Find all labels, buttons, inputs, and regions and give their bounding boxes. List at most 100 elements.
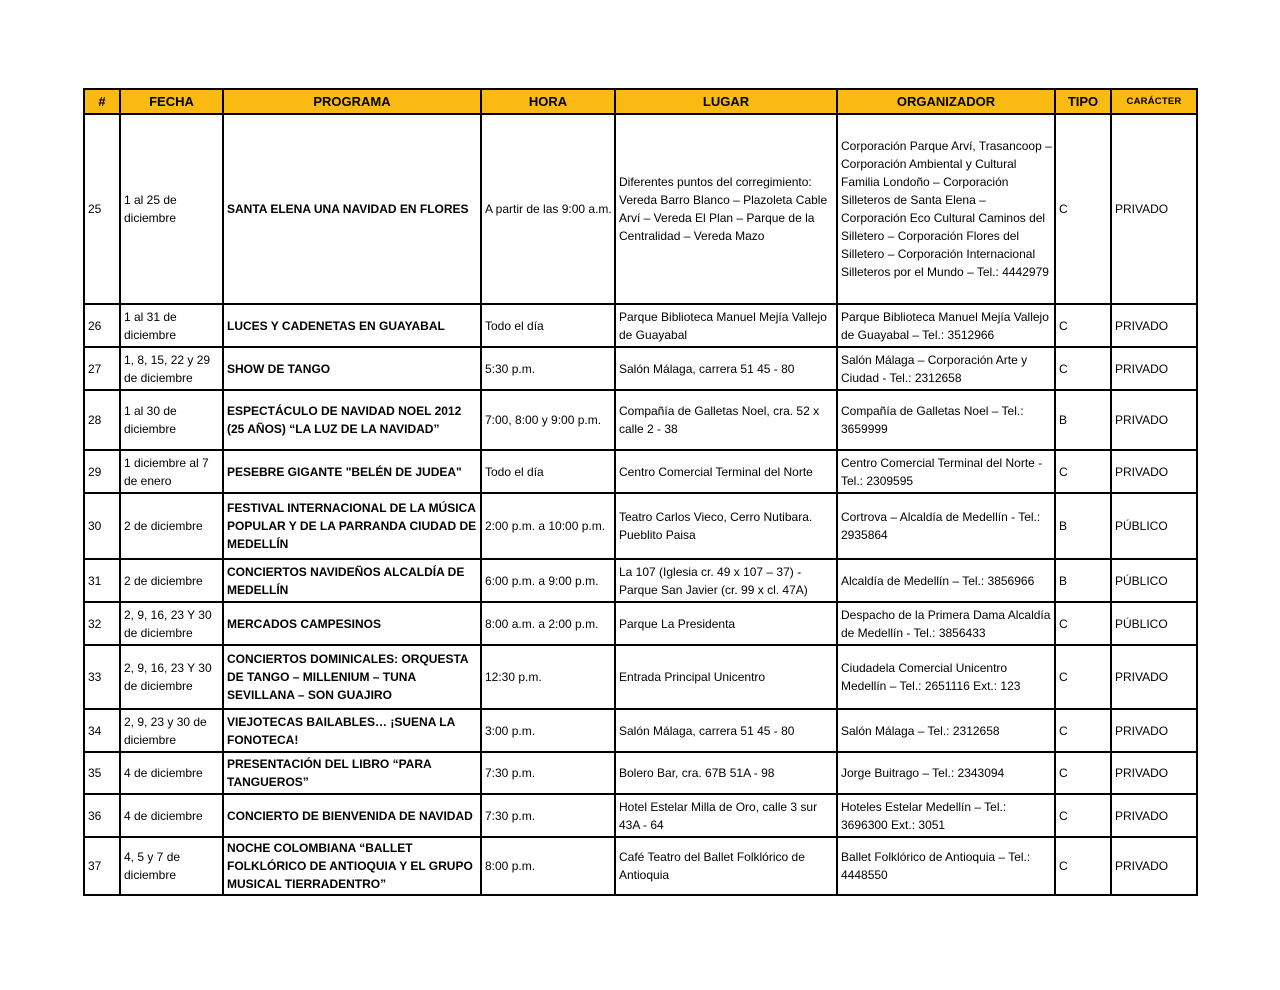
table-row: 27 1, 8, 15, 22 y 29 de diciembre SHOW D… (83, 346, 1198, 391)
cell-lugar: Parque La Presidenta (614, 601, 838, 646)
cell-fecha: 2, 9, 16, 23 Y 30 de diciembre (119, 601, 224, 646)
events-table: # FECHA PROGRAMA HORA LUGAR ORGANIZADOR … (83, 88, 1198, 896)
cell-programa: LUCES Y CADENETAS EN GUAYABAL (222, 303, 482, 348)
cell-tipo: C (1054, 644, 1112, 710)
cell-organizador: Salón Málaga – Tel.: 2312658 (836, 708, 1056, 753)
cell-programa: ESPECTÁCULO DE NAVIDAD NOEL 2012 (25 AÑO… (222, 389, 482, 451)
cell-tipo: C (1054, 601, 1112, 646)
table-header-row: # FECHA PROGRAMA HORA LUGAR ORGANIZADOR … (83, 88, 1198, 115)
cell-num: 37 (83, 836, 121, 896)
cell-caracter: PRIVADO (1110, 644, 1198, 710)
cell-caracter: PRIVADO (1110, 449, 1198, 494)
cell-lugar: Teatro Carlos Vieco, Cerro Nutibara. Pue… (614, 492, 838, 560)
cell-tipo: C (1054, 303, 1112, 348)
cell-organizador: Salón Málaga – Corporación Arte y Ciudad… (836, 346, 1056, 391)
cell-lugar: La 107 (Iglesia cr. 49 x 107 – 37) - Par… (614, 558, 838, 603)
column-header-lugar: LUGAR (614, 88, 838, 115)
cell-caracter: PRIVADO (1110, 113, 1198, 305)
cell-programa: MERCADOS CAMPESINOS (222, 601, 482, 646)
table-row: 37 4, 5 y 7 de diciembre NOCHE COLOMBIAN… (83, 836, 1198, 896)
cell-hora: 8:00 a.m. a 2:00 p.m. (480, 601, 616, 646)
table-row: 35 4 de diciembre PRESENTACIÓN DEL LIBRO… (83, 751, 1198, 795)
cell-num: 32 (83, 601, 121, 646)
cell-fecha: 1 diciembre al 7 de enero (119, 449, 224, 494)
table-row: 36 4 de diciembre CONCIERTO DE BIENVENID… (83, 793, 1198, 838)
cell-lugar: Compañía de Galletas Noel, cra. 52 x cal… (614, 389, 838, 451)
cell-fecha: 4 de diciembre (119, 793, 224, 838)
cell-num: 29 (83, 449, 121, 494)
column-header-num: # (83, 88, 121, 115)
cell-hora: 6:00 p.m. a 9:00 p.m. (480, 558, 616, 603)
cell-organizador: Hoteles Estelar Medellín – Tel.: 3696300… (836, 793, 1056, 838)
cell-caracter: PÚBLICO (1110, 558, 1198, 603)
cell-hora: 3:00 p.m. (480, 708, 616, 753)
cell-programa: NOCHE COLOMBIANA “BALLET FOLKLÓRICO DE A… (222, 836, 482, 896)
cell-tipo: B (1054, 389, 1112, 451)
cell-tipo: C (1054, 113, 1112, 305)
cell-lugar: Bolero Bar, cra. 67B 51A - 98 (614, 751, 838, 795)
cell-num: 36 (83, 793, 121, 838)
cell-hora: Todo el día (480, 303, 616, 348)
cell-hora: 2:00 p.m. a 10:00 p.m. (480, 492, 616, 560)
cell-num: 28 (83, 389, 121, 451)
cell-organizador: Alcaldía de Medellín – Tel.: 3856966 (836, 558, 1056, 603)
cell-organizador: Ballet Folklórico de Antioquia – Tel.: 4… (836, 836, 1056, 896)
cell-num: 27 (83, 346, 121, 391)
cell-fecha: 1 al 31 de diciembre (119, 303, 224, 348)
table-row: 33 2, 9, 16, 23 Y 30 de diciembre CONCIE… (83, 644, 1198, 710)
cell-lugar: Centro Comercial Terminal del Norte (614, 449, 838, 494)
cell-caracter: PRIVADO (1110, 389, 1198, 451)
cell-fecha: 2, 9, 23 y 30 de diciembre (119, 708, 224, 753)
cell-caracter: PRIVADO (1110, 751, 1198, 795)
cell-lugar: Diferentes puntos del corregimiento: Ver… (614, 113, 838, 305)
cell-tipo: C (1054, 836, 1112, 896)
cell-hora: 5:30 p.m. (480, 346, 616, 391)
column-header-caracter: CARÁCTER (1110, 88, 1198, 115)
cell-num: 35 (83, 751, 121, 795)
cell-organizador: Jorge Buitrago – Tel.: 2343094 (836, 751, 1056, 795)
cell-fecha: 4 de diciembre (119, 751, 224, 795)
cell-organizador: Centro Comercial Terminal del Norte - Te… (836, 449, 1056, 494)
cell-num: 26 (83, 303, 121, 348)
cell-organizador: Despacho de la Primera Dama Alcaldía de … (836, 601, 1056, 646)
cell-programa: VIEJOTECAS BAILABLES… ¡SUENA LA FONOTECA… (222, 708, 482, 753)
cell-organizador: Corporación Parque Arví, Trasancoop – Co… (836, 113, 1056, 305)
table-row: 31 2 de diciembre CONCIERTOS NAVIDEÑOS A… (83, 558, 1198, 603)
cell-hora: 8:00 p.m. (480, 836, 616, 896)
cell-tipo: C (1054, 708, 1112, 753)
cell-caracter: PRIVADO (1110, 303, 1198, 348)
cell-tipo: C (1054, 346, 1112, 391)
cell-organizador: Parque Biblioteca Manuel Mejía Vallejo d… (836, 303, 1056, 348)
cell-lugar: Salón Málaga, carrera 51 45 - 80 (614, 346, 838, 391)
cell-fecha: 1, 8, 15, 22 y 29 de diciembre (119, 346, 224, 391)
cell-num: 31 (83, 558, 121, 603)
cell-hora: 7:30 p.m. (480, 751, 616, 795)
cell-fecha: 1 al 25 de diciembre (119, 113, 224, 305)
cell-lugar: Parque Biblioteca Manuel Mejía Vallejo d… (614, 303, 838, 348)
cell-fecha: 2, 9, 16, 23 Y 30 de diciembre (119, 644, 224, 710)
cell-fecha: 2 de diciembre (119, 558, 224, 603)
cell-tipo: C (1054, 793, 1112, 838)
cell-hora: Todo el día (480, 449, 616, 494)
cell-fecha: 2 de diciembre (119, 492, 224, 560)
cell-tipo: C (1054, 751, 1112, 795)
cell-caracter: PRIVADO (1110, 836, 1198, 896)
table-row: 34 2, 9, 23 y 30 de diciembre VIEJOTECAS… (83, 708, 1198, 753)
cell-caracter: PRIVADO (1110, 708, 1198, 753)
cell-lugar: Salón Málaga, carrera 51 45 - 80 (614, 708, 838, 753)
cell-caracter: PRIVADO (1110, 793, 1198, 838)
cell-organizador: Cortrova – Alcaldía de Medellín - Tel.: … (836, 492, 1056, 560)
cell-hora: 7:30 p.m. (480, 793, 616, 838)
column-header-tipo: TIPO (1054, 88, 1112, 115)
cell-num: 34 (83, 708, 121, 753)
table-row: 32 2, 9, 16, 23 Y 30 de diciembre MERCAD… (83, 601, 1198, 646)
cell-caracter: PÚBLICO (1110, 492, 1198, 560)
cell-tipo: B (1054, 492, 1112, 560)
cell-hora: A partir de las 9:00 a.m. (480, 113, 616, 305)
cell-programa: PRESENTACIÓN DEL LIBRO “PARA TANGUEROS” (222, 751, 482, 795)
cell-caracter: PÚBLICO (1110, 601, 1198, 646)
cell-programa: SHOW DE TANGO (222, 346, 482, 391)
column-header-fecha: FECHA (119, 88, 224, 115)
cell-caracter: PRIVADO (1110, 346, 1198, 391)
